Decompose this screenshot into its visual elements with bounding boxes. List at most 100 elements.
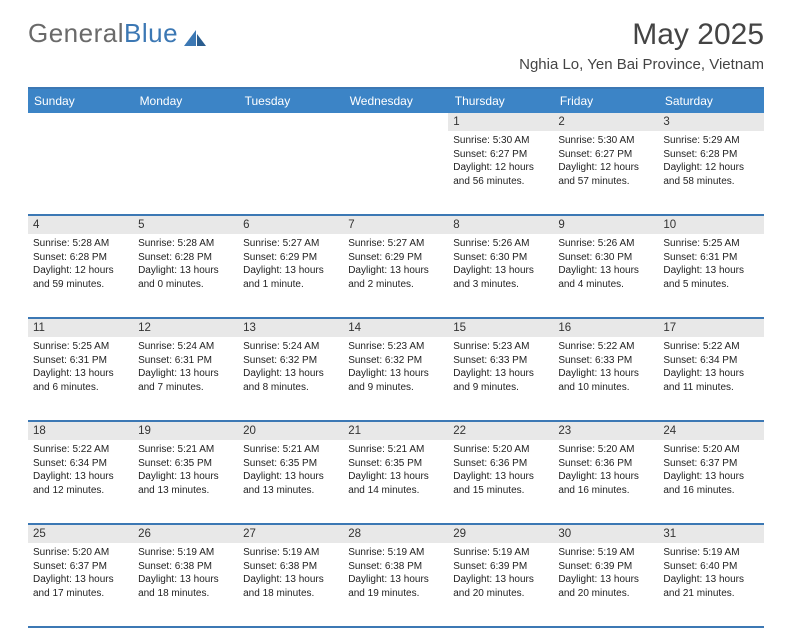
header: GeneralBlue May 2025 Nghia Lo, Yen Bai P… bbox=[0, 0, 792, 79]
daylight-text: Daylight: 13 hours and 2 minutes. bbox=[348, 264, 443, 291]
day-detail-cell: Sunrise: 5:28 AMSunset: 6:28 PMDaylight:… bbox=[133, 234, 238, 318]
daylight-text: Daylight: 13 hours and 18 minutes. bbox=[138, 573, 233, 600]
day-detail-cell: Sunrise: 5:27 AMSunset: 6:29 PMDaylight:… bbox=[343, 234, 448, 318]
day-detail-cell: Sunrise: 5:21 AMSunset: 6:35 PMDaylight:… bbox=[238, 440, 343, 524]
daylight-text: Daylight: 13 hours and 15 minutes. bbox=[453, 470, 548, 497]
sunrise-text: Sunrise: 5:19 AM bbox=[348, 546, 443, 560]
day-detail-row: Sunrise: 5:22 AMSunset: 6:34 PMDaylight:… bbox=[28, 440, 764, 524]
daylight-text: Daylight: 12 hours and 59 minutes. bbox=[33, 264, 128, 291]
day-detail-cell: Sunrise: 5:29 AMSunset: 6:28 PMDaylight:… bbox=[658, 131, 763, 215]
sunset-text: Sunset: 6:38 PM bbox=[138, 560, 233, 574]
daylight-text: Daylight: 13 hours and 14 minutes. bbox=[348, 470, 443, 497]
day-number-cell bbox=[238, 113, 343, 131]
daylight-text: Daylight: 13 hours and 17 minutes. bbox=[33, 573, 128, 600]
sunset-text: Sunset: 6:40 PM bbox=[663, 560, 758, 574]
daylight-text: Daylight: 13 hours and 13 minutes. bbox=[243, 470, 338, 497]
day-number-cell: 11 bbox=[28, 318, 133, 337]
sunrise-text: Sunrise: 5:23 AM bbox=[348, 340, 443, 354]
sunrise-text: Sunrise: 5:19 AM bbox=[558, 546, 653, 560]
day-number-row: 45678910 bbox=[28, 215, 764, 234]
weekday-header: Saturday bbox=[658, 88, 763, 113]
day-detail-cell: Sunrise: 5:30 AMSunset: 6:27 PMDaylight:… bbox=[553, 131, 658, 215]
sunset-text: Sunset: 6:31 PM bbox=[138, 354, 233, 368]
title-block: May 2025 Nghia Lo, Yen Bai Province, Vie… bbox=[519, 18, 764, 73]
day-number-cell: 31 bbox=[658, 524, 763, 543]
daylight-text: Daylight: 13 hours and 20 minutes. bbox=[453, 573, 548, 600]
day-number-row: 18192021222324 bbox=[28, 421, 764, 440]
sunset-text: Sunset: 6:36 PM bbox=[558, 457, 653, 471]
sunset-text: Sunset: 6:30 PM bbox=[453, 251, 548, 265]
logo: GeneralBlue bbox=[28, 18, 208, 49]
day-number-cell bbox=[28, 113, 133, 131]
sunset-text: Sunset: 6:38 PM bbox=[243, 560, 338, 574]
day-number-cell: 19 bbox=[133, 421, 238, 440]
day-detail-row: Sunrise: 5:30 AMSunset: 6:27 PM Daylight:… bbox=[28, 131, 764, 215]
sunrise-text: Sunrise: 5:22 AM bbox=[663, 340, 758, 354]
day-detail-cell: Sunrise: 5:20 AMSunset: 6:36 PMDaylight:… bbox=[553, 440, 658, 524]
day-number-cell: 20 bbox=[238, 421, 343, 440]
day-number-cell: 24 bbox=[658, 421, 763, 440]
day-number-cell: 22 bbox=[448, 421, 553, 440]
day-number-cell: 25 bbox=[28, 524, 133, 543]
sunset-text: Sunset: 6:33 PM bbox=[453, 354, 548, 368]
sunset-text: Sunset: 6:36 PM bbox=[453, 457, 548, 471]
day-detail-cell: Sunrise: 5:19 AMSunset: 6:38 PMDaylight:… bbox=[343, 543, 448, 627]
sunset-text: Sunset: 6:38 PM bbox=[348, 560, 443, 574]
daylight-text: Daylight: 13 hours and 13 minutes. bbox=[138, 470, 233, 497]
day-detail-cell: Sunrise: 5:30 AMSunset: 6:27 PMDaylight:… bbox=[448, 131, 553, 215]
sunrise-text: Sunrise: 5:19 AM bbox=[453, 546, 548, 560]
sunset-text: Sunset: 6:35 PM bbox=[138, 457, 233, 471]
month-title: May 2025 bbox=[519, 18, 764, 52]
sunrise-text: Sunrise: 5:28 AM bbox=[138, 237, 233, 251]
location: Nghia Lo, Yen Bai Province, Vietnam bbox=[519, 56, 764, 73]
sunrise-text: Sunrise: 5:21 AM bbox=[138, 443, 233, 457]
day-detail-cell: Sunrise: 5:20 AMSunset: 6:37 PMDaylight:… bbox=[658, 440, 763, 524]
day-detail-cell: Sunrise: 5:22 AMSunset: 6:34 PMDaylight:… bbox=[658, 337, 763, 421]
weekday-header: Wednesday bbox=[343, 88, 448, 113]
day-number-cell: 17 bbox=[658, 318, 763, 337]
daylight-text: Daylight: 13 hours and 18 minutes. bbox=[243, 573, 338, 600]
sunset-text: Sunset: 6:39 PM bbox=[453, 560, 548, 574]
sunset-text: Sunset: 6:28 PM bbox=[33, 251, 128, 265]
day-detail-cell: Sunrise: 5:21 AMSunset: 6:35 PMDaylight:… bbox=[343, 440, 448, 524]
day-number-cell: 14 bbox=[343, 318, 448, 337]
daylight-text: Daylight: 13 hours and 5 minutes. bbox=[663, 264, 758, 291]
sunset-text: Sunset: 6:27 PM bbox=[558, 148, 653, 162]
daylight-text: Daylight: 13 hours and 3 minutes. bbox=[453, 264, 548, 291]
day-detail-cell: Sunrise: 5:23 AMSunset: 6:32 PMDaylight:… bbox=[343, 337, 448, 421]
weekday-header: Thursday bbox=[448, 88, 553, 113]
logo-text-1: General bbox=[28, 18, 124, 49]
day-detail-cell: Sunrise: 5:22 AMSunset: 6:33 PMDaylight:… bbox=[553, 337, 658, 421]
day-detail-cell: Sunrise: 5:24 AMSunset: 6:32 PMDaylight:… bbox=[238, 337, 343, 421]
sunrise-text: Sunrise: 5:21 AM bbox=[243, 443, 338, 457]
day-detail-cell: Sunrise: 5:19 AMSunset: 6:39 PMDaylight:… bbox=[553, 543, 658, 627]
day-number-cell: 7 bbox=[343, 215, 448, 234]
day-detail-cell: Sunrise: 5:27 AMSunset: 6:29 PMDaylight:… bbox=[238, 234, 343, 318]
sunset-text: Sunset: 6:37 PM bbox=[663, 457, 758, 471]
sunrise-text: Sunrise: 5:27 AM bbox=[348, 237, 443, 251]
daylight-text: Daylight: 13 hours and 6 minutes. bbox=[33, 367, 128, 394]
day-detail-cell: Sunrise: 5:23 AMSunset: 6:33 PMDaylight:… bbox=[448, 337, 553, 421]
daylight-text: Daylight: 13 hours and 0 minutes. bbox=[138, 264, 233, 291]
day-detail-cell bbox=[133, 131, 238, 215]
day-number-cell: 27 bbox=[238, 524, 343, 543]
daylight-text: Daylight: 13 hours and 9 minutes. bbox=[348, 367, 443, 394]
sunset-text: Sunset: 6:37 PM bbox=[33, 560, 128, 574]
sunrise-text: Sunrise: 5:26 AM bbox=[558, 237, 653, 251]
sunset-text: Sunset: 6:39 PM bbox=[558, 560, 653, 574]
day-detail-cell: Sunrise: 5:26 AMSunset: 6:30 PMDaylight:… bbox=[553, 234, 658, 318]
day-number-cell: 12 bbox=[133, 318, 238, 337]
day-number-cell: 6 bbox=[238, 215, 343, 234]
sunrise-text: Sunrise: 5:30 AM bbox=[558, 134, 653, 148]
daylight-text: Daylight: 13 hours and 8 minutes. bbox=[243, 367, 338, 394]
daylight-text: Daylight: 12 hours and 58 minutes. bbox=[663, 161, 758, 188]
sunset-text: Sunset: 6:34 PM bbox=[663, 354, 758, 368]
day-detail-cell bbox=[238, 131, 343, 215]
sunrise-text: Sunrise: 5:24 AM bbox=[138, 340, 233, 354]
daylight-text: Daylight: 13 hours and 11 minutes. bbox=[663, 367, 758, 394]
day-number-cell bbox=[133, 113, 238, 131]
sunrise-text: Sunrise: 5:20 AM bbox=[558, 443, 653, 457]
weekday-header: Monday bbox=[133, 88, 238, 113]
day-number-cell: 29 bbox=[448, 524, 553, 543]
day-detail-row: Sunrise: 5:25 AMSunset: 6:31 PMDaylight:… bbox=[28, 337, 764, 421]
